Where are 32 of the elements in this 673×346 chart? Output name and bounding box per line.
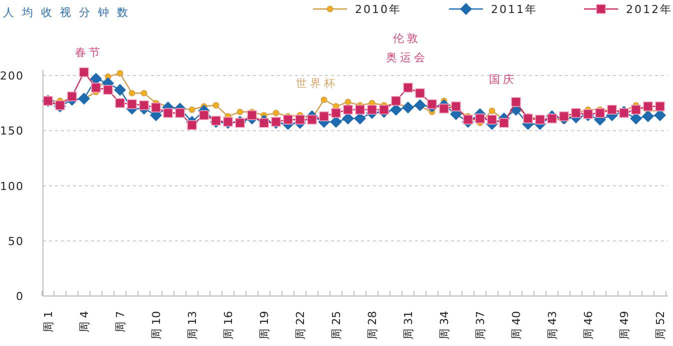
y-tick-label: 100 — [0, 180, 24, 193]
legend-label: 2012年 — [626, 3, 672, 16]
x-tick-label: 周 16 — [222, 311, 235, 340]
annotation: 国庆 — [489, 73, 517, 86]
legend-label: 2011年 — [491, 3, 538, 16]
x-tick-label: 周 40 — [510, 311, 523, 340]
x-tick-label: 周 19 — [258, 311, 271, 340]
text: 奥运会 — [386, 51, 428, 64]
x-tick-label: 周 43 — [546, 311, 559, 340]
x-tick-label: 周 7 — [114, 311, 127, 332]
y-tick-label: 50 — [8, 234, 24, 248]
y-tick-label: 200 — [0, 70, 24, 83]
y-tick-label: 0 — [16, 290, 24, 303]
text: 伦敦 — [393, 32, 421, 45]
x-tick-label: 周 25 — [330, 311, 343, 340]
x-tick-label: 周 4 — [78, 311, 91, 332]
x-tick-label: 周 49 — [618, 311, 631, 340]
y-tick-label: 150 — [0, 124, 24, 138]
x-tick-label: 周 1 — [42, 311, 55, 332]
x-tick-label: 周 37 — [474, 311, 487, 340]
x-tick-label: 周 31 — [402, 311, 415, 340]
annotation: 世界杯 — [296, 77, 338, 90]
chart-title: 人均收视分钟数 — [3, 6, 136, 19]
x-tick-label: 周 13 — [186, 311, 199, 340]
x-tick-label: 周 22 — [294, 311, 307, 340]
x-tick-label: 周 10 — [150, 311, 163, 340]
x-tick-label: 周 46 — [582, 311, 595, 340]
x-tick-label: 周 34 — [438, 311, 451, 340]
x-tick-label: 周 28 — [366, 311, 379, 340]
x-tick-label: 周 52 — [654, 311, 667, 340]
text: 春节 — [75, 46, 103, 59]
legend-label: 2010年 — [355, 3, 402, 16]
